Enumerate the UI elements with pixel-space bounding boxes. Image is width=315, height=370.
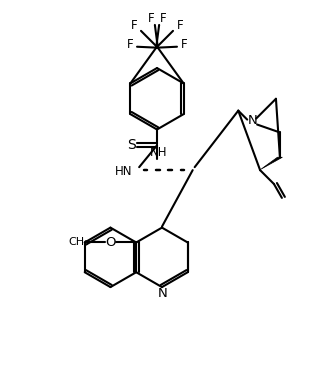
Text: O: O: [105, 236, 116, 249]
Text: N: N: [158, 286, 168, 300]
Text: F: F: [131, 19, 137, 33]
Text: F: F: [160, 13, 166, 26]
Text: HN: HN: [115, 165, 132, 178]
Text: CH₃: CH₃: [68, 238, 89, 248]
Text: NH: NH: [150, 146, 168, 159]
Text: S: S: [127, 138, 136, 152]
Polygon shape: [261, 157, 282, 169]
Text: F: F: [127, 38, 134, 51]
Text: F: F: [180, 38, 187, 51]
Text: F: F: [177, 19, 183, 33]
Text: F: F: [148, 13, 154, 26]
Text: N: N: [247, 114, 257, 127]
